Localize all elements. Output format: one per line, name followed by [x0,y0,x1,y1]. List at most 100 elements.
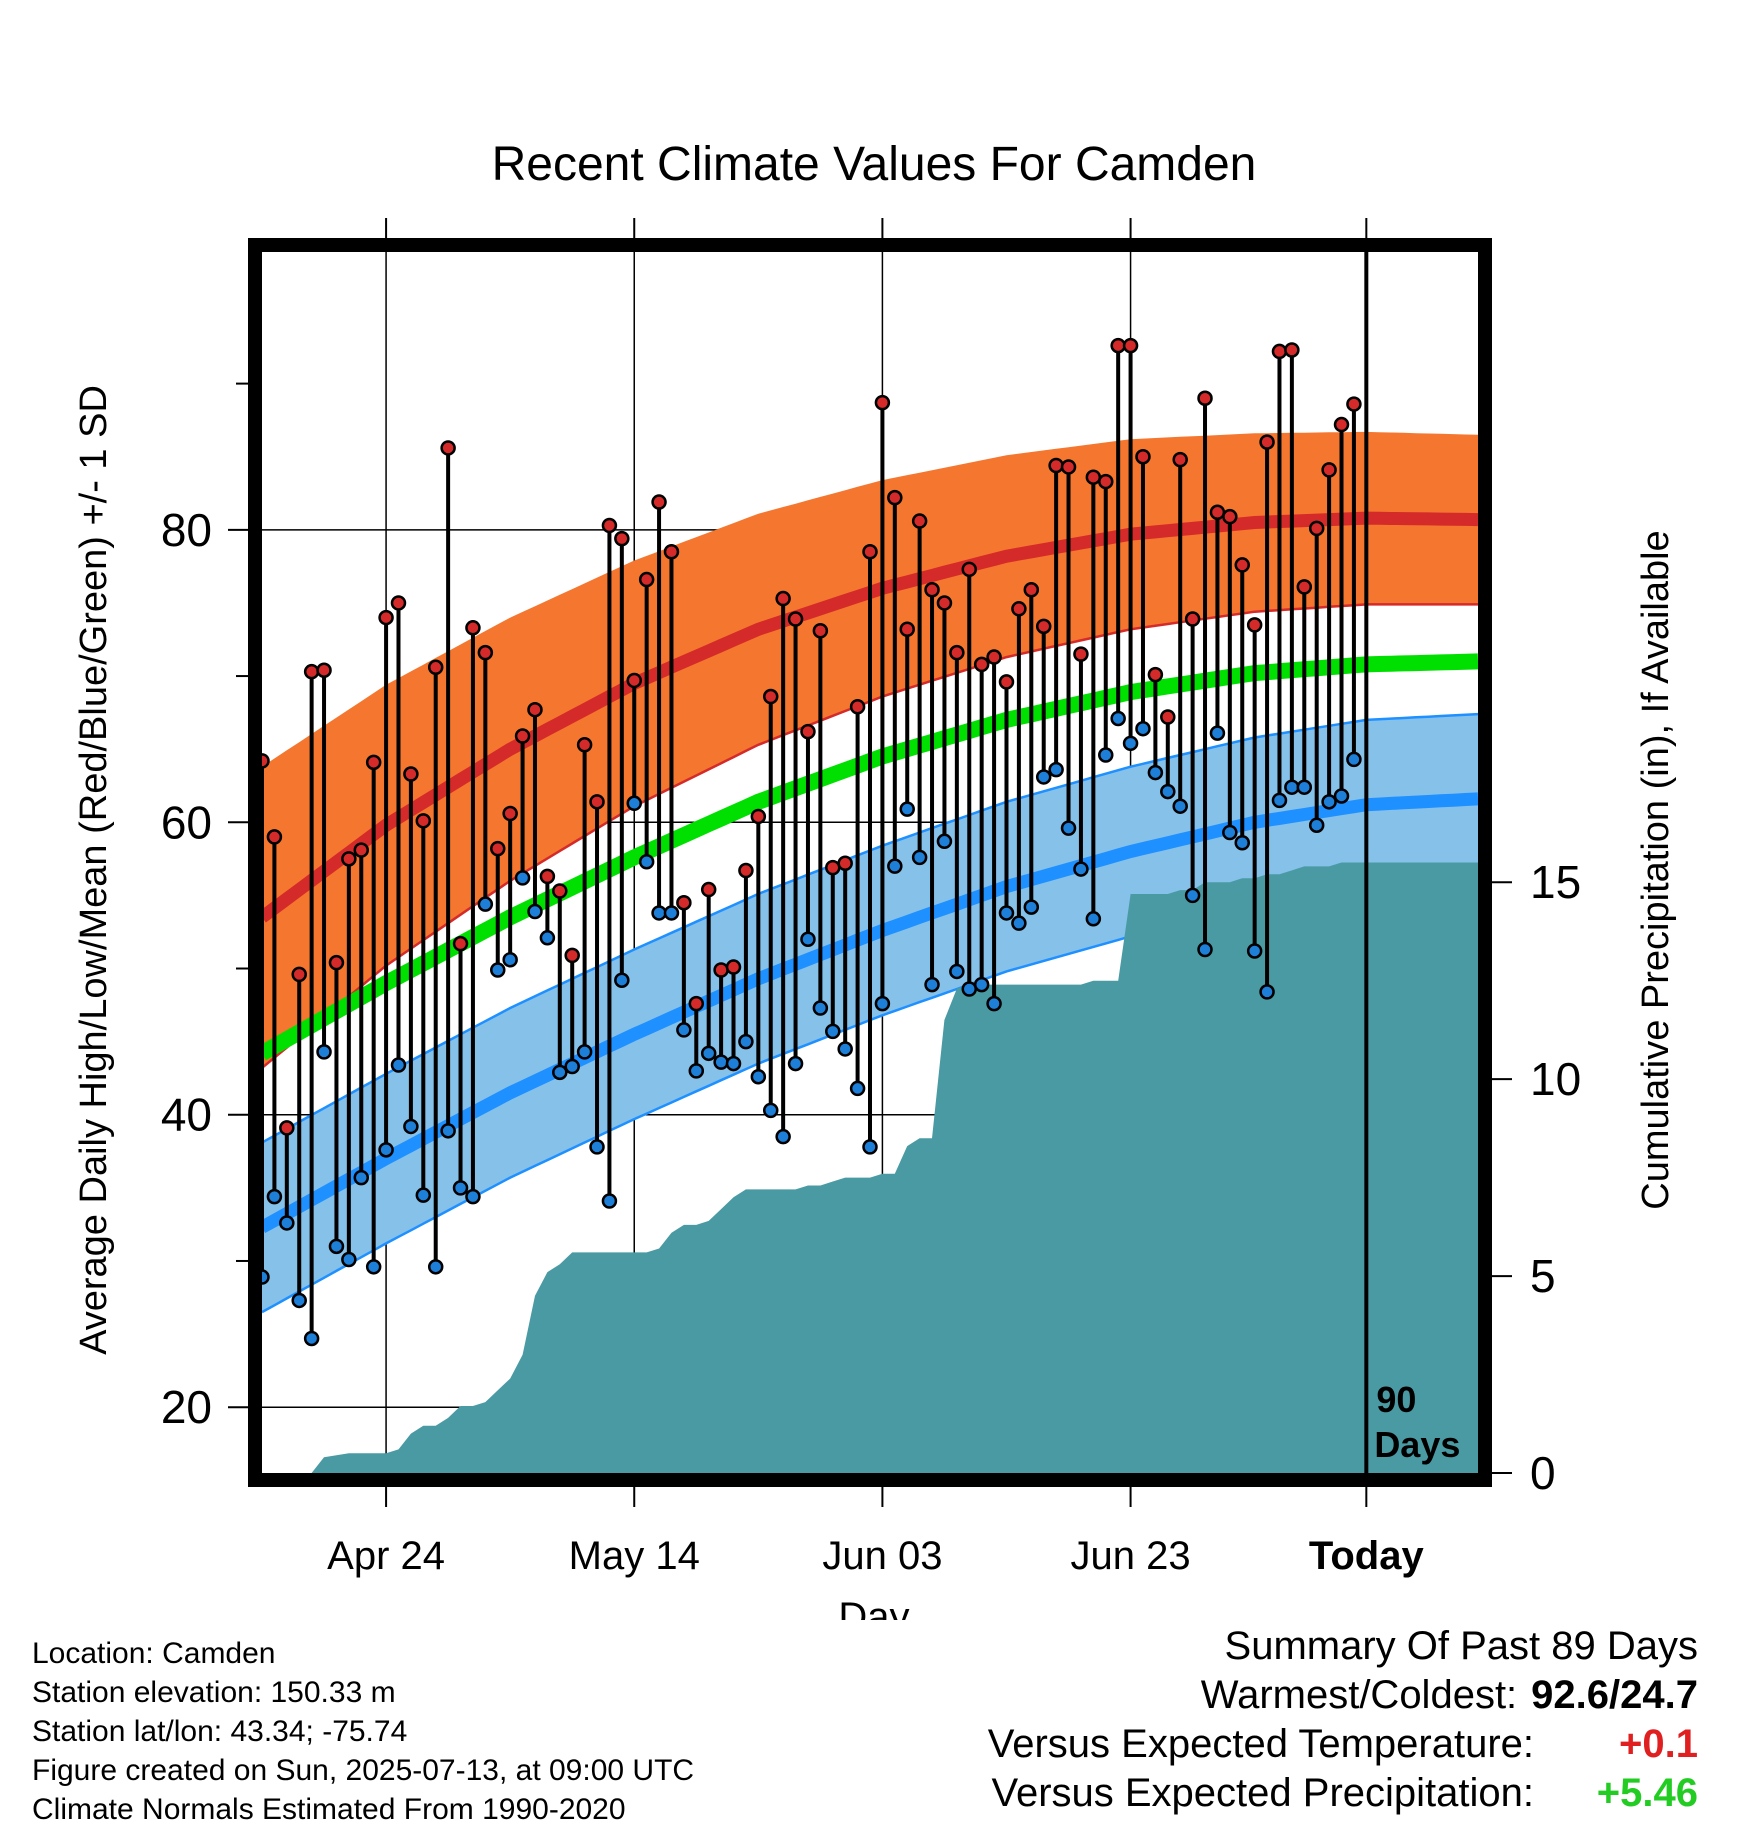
high-point [998,674,1015,690]
high-point [1209,504,1226,521]
low-point [924,976,940,993]
low-point [986,995,1002,1012]
high-point [1122,337,1139,354]
high-point [1271,343,1288,360]
low-point [539,930,556,946]
high-point [365,754,382,771]
high-point [1098,473,1114,490]
high-point [427,659,444,676]
normals-text: Climate Normals Estimated From 1990-2020 [32,1793,626,1826]
high-point [477,644,494,661]
y2-tick-label: 10 [1530,1053,1581,1105]
low-point [700,1045,717,1062]
high-sd-band [262,431,1478,1068]
chart-title: Recent Climate Values For Camden [492,138,1257,191]
high-point [1346,396,1362,412]
high-point [403,766,419,782]
low-point [614,972,630,988]
high-point [1333,416,1350,433]
low-point [415,1187,432,1203]
high-point [576,737,593,753]
temp-anomaly-value: +0.1 [1619,1722,1698,1766]
low-point [998,905,1015,921]
low-point [899,801,915,817]
high-point [1048,457,1064,474]
low-point [328,1238,345,1255]
low-point [601,1193,618,1209]
high-point [676,894,692,911]
high-point [1073,646,1089,662]
high-point [973,656,990,673]
low-point [1333,788,1350,804]
high-point [1110,337,1126,354]
observation-layer [254,337,1362,1347]
low-point [800,931,816,948]
high-point [1197,390,1213,406]
low-point [1023,899,1040,915]
station-info: Location: Camden Station elevation: 150.… [32,1634,694,1829]
axes-layer: 20 40 60 80 0 5 10 15 Apr 24 May 14 Jun 03 Jun 23 To… [161,218,1581,1578]
low-point [291,1292,307,1309]
low-point [787,1055,804,1072]
high-point [1321,462,1337,478]
today-days-number: 90 [1376,1379,1416,1420]
low-point [1184,887,1201,904]
high-point [725,959,742,975]
summary-panel: Summary Of Past 89 Days Warmest/Coldest:… [988,1622,1698,1818]
high-point [279,1120,295,1136]
y2-axis-title: Cumulative Precipitation (in), If Availa… [1635,530,1677,1209]
high-point [663,544,680,560]
high-point [353,842,370,858]
high-point [303,663,320,680]
low-point [1284,779,1300,795]
low-point [936,833,953,850]
high-point [837,855,853,871]
high-point [564,947,580,964]
high-point [390,595,407,611]
low-point [576,1044,593,1060]
location-text: Location: Camden [32,1637,276,1670]
low-point [849,1080,866,1097]
high-point [614,530,630,547]
low-point [303,1330,320,1347]
low-point [279,1215,295,1231]
high-point [452,935,469,952]
low-point [837,1041,853,1057]
high-point [936,595,953,611]
low-point [465,1188,481,1205]
high-point [874,394,891,411]
high-point [341,851,357,867]
precip-anomaly-value: +5.46 [1596,1771,1698,1815]
summary-title: Summary Of Past 89 Days [1224,1624,1698,1668]
low-point [1321,794,1337,810]
y-axis-title: Average Daily High/Low/Mean (Red/Blue/Gr… [73,385,115,1355]
high-point [589,794,605,810]
high-point [1296,579,1313,595]
y2-tick-label: 0 [1530,1447,1556,1499]
high-point [800,723,816,740]
x-axis-title: Day [838,1595,909,1620]
high-point [490,840,506,857]
low-point [1271,792,1288,809]
high-point [887,489,903,506]
low-point [1346,751,1362,768]
high-point [762,688,779,705]
low-point [862,1139,878,1155]
low-point [762,1102,779,1119]
low-point [825,1023,841,1040]
summary-warmest-row: Warmest/Coldest: 92.6/24.7 [988,1671,1698,1720]
high-point [1060,459,1077,475]
low-point [1060,820,1077,836]
low-point [589,1139,605,1155]
high-point [986,649,1002,665]
high-point [924,582,940,598]
x-tick-label: Jun 03 [822,1534,942,1578]
high-point [440,440,456,456]
summary-temp-row: Versus Expected Temperature: +0.1 [988,1720,1698,1769]
low-point [750,1068,767,1085]
low-point [775,1128,791,1145]
low-point [440,1123,456,1139]
low-point [502,951,518,968]
low-point [514,870,531,886]
